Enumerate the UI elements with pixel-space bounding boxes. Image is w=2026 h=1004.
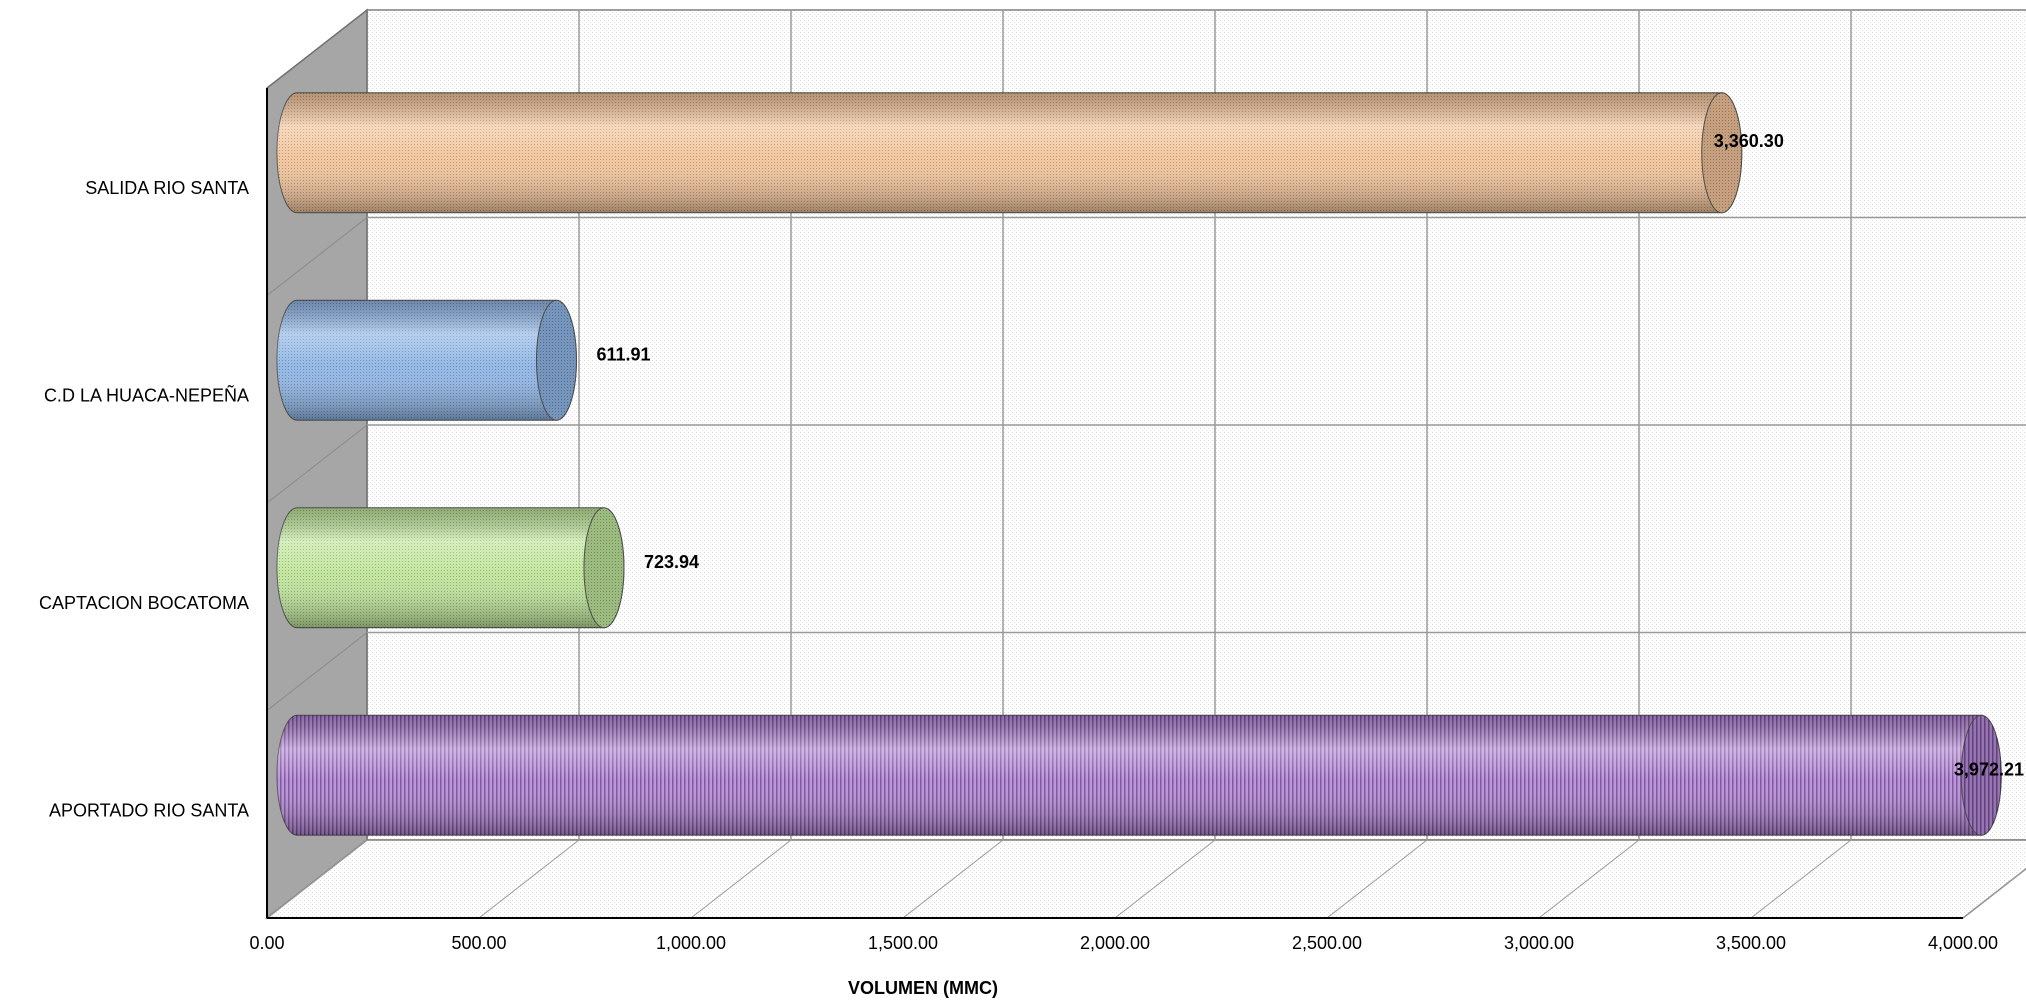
bar-end-cap-shade	[583, 507, 624, 628]
side-gridline	[266, 632, 368, 711]
x-tick-label: 500.00	[451, 933, 506, 953]
bar-end-cap-shade	[1961, 715, 2002, 836]
bar-2	[276, 507, 625, 629]
x-tick-label: 1,000.00	[656, 933, 726, 953]
bar-end-cap-shade	[1701, 92, 1742, 213]
x-axis-title: VOLUMEN (MMC)	[848, 978, 998, 998]
bar-shading	[277, 300, 577, 421]
x-tick-label: 4,000.00	[1928, 933, 1998, 953]
floor-gridline	[266, 839, 368, 919]
floor	[264, 839, 2026, 919]
floor-gridline	[1538, 839, 1640, 919]
floor-gridline	[1114, 839, 1216, 919]
data-label: 3,972.21	[1954, 759, 2024, 779]
bar-end-cap-texture	[1701, 92, 1742, 213]
bar-shading	[277, 715, 2002, 836]
x-tick-label: 2,500.00	[1292, 933, 1362, 953]
bar-shading	[277, 507, 624, 628]
x-tick-label: 1,500.00	[868, 933, 938, 953]
data-label: 723.94	[644, 552, 699, 572]
floor-gridline	[902, 839, 1004, 919]
bar-end-cap-texture	[1961, 715, 2002, 836]
floor-gridline	[1750, 839, 1852, 919]
category-label: APORTADO RIO SANTA	[49, 800, 249, 820]
floor-gridline	[690, 839, 792, 919]
bar-1	[276, 714, 2002, 836]
x-tick-label: 3,500.00	[1716, 933, 1786, 953]
category-label: C.D LA HUACA-NEPEÑA	[44, 384, 249, 405]
floor-gridline	[1962, 868, 2026, 919]
floor-gridline	[1326, 839, 1428, 919]
side-gridline	[266, 424, 368, 504]
bar-end-cap-shade	[536, 300, 577, 421]
data-label: 611.91	[596, 344, 650, 364]
bar-end-cap-texture	[583, 507, 624, 628]
labels-layer: 0.00 500.00 1,000.00 1,500.00 2,000.00 2,500.…	[39, 131, 2024, 998]
x-tick-label: 2,000.00	[1080, 933, 1150, 953]
side-gridline	[266, 217, 368, 296]
category-label: CAPTACION BOCATOMA	[39, 593, 249, 613]
bar-3	[276, 299, 577, 421]
category-label: SALIDA RIO SANTA	[85, 178, 249, 198]
x-tick-label: 3,000.00	[1504, 933, 1574, 953]
data-label: 3,360.30	[1714, 131, 1784, 151]
x-tick-label: 0.00	[249, 933, 284, 953]
bar-shading	[277, 92, 1742, 213]
bars-layer	[276, 92, 2002, 836]
bar-end-cap-texture	[536, 300, 577, 421]
floor-gridline	[478, 839, 580, 919]
bar-4	[276, 92, 1743, 214]
